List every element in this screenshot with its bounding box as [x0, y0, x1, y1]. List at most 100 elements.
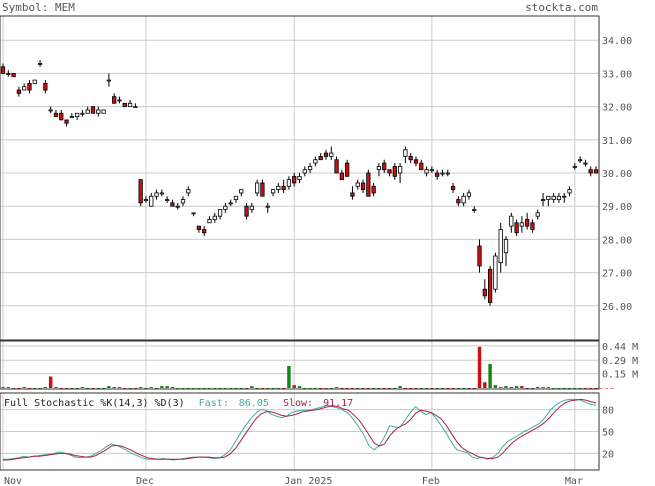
volume-bar	[266, 388, 270, 389]
candle	[286, 176, 292, 190]
x-tick-label: Dec	[136, 476, 154, 486]
candle	[313, 156, 318, 167]
candle	[482, 279, 487, 300]
volume-bar	[54, 387, 58, 388]
candle-body	[138, 179, 143, 204]
candle-body	[562, 195, 567, 198]
volume-bar	[33, 388, 37, 389]
candle-body	[191, 212, 196, 215]
candle	[143, 196, 149, 203]
candle-body	[175, 205, 180, 208]
volume-bar	[398, 386, 402, 388]
candle-body	[355, 182, 360, 187]
candle-body	[535, 212, 540, 217]
candle-body	[435, 172, 440, 177]
candle	[297, 173, 302, 183]
candle-body	[313, 159, 318, 164]
stochastic-panel-frame	[0, 392, 600, 471]
volume-bar	[64, 388, 69, 389]
candle	[408, 153, 413, 164]
volume-bar	[424, 388, 429, 389]
candle-body	[228, 202, 233, 205]
volume-bar	[472, 388, 476, 389]
volume-bar	[91, 388, 95, 389]
candle-body	[239, 189, 244, 194]
candle-body	[43, 82, 48, 91]
stochastic-line-fast	[3, 398, 597, 461]
candle-body	[292, 175, 297, 184]
candle	[530, 219, 535, 233]
volume-bar	[207, 388, 212, 389]
volume-bar	[329, 388, 333, 389]
candle	[276, 182, 281, 193]
stochastic-tick-label: 80	[602, 406, 614, 417]
candle-body	[22, 86, 27, 91]
volume-bar	[202, 388, 206, 389]
volume-bar	[530, 388, 535, 389]
volume-bar	[101, 388, 106, 389]
volume-bar	[11, 388, 16, 389]
price-tick-label: 31.00	[602, 136, 632, 147]
candle	[59, 109, 64, 121]
candle	[138, 179, 143, 207]
volume-bar	[228, 388, 233, 389]
volume-bar	[440, 388, 445, 389]
candle	[281, 179, 286, 193]
candle	[64, 119, 69, 127]
volume-tick-label: 0.44 M	[602, 342, 638, 353]
candle	[122, 102, 127, 108]
volume-bar	[244, 388, 249, 389]
candle-body	[233, 195, 239, 200]
candle	[207, 216, 212, 224]
price-tick-label: 32.00	[602, 103, 632, 114]
stochastic-tick-label: 20	[602, 449, 614, 460]
candle-body	[345, 162, 350, 177]
volume-bar	[594, 388, 598, 389]
volume-bar	[133, 388, 138, 389]
candle	[43, 80, 48, 94]
candle	[37, 60, 43, 67]
volume-bar	[387, 388, 392, 389]
candle-body	[286, 179, 292, 187]
candle	[270, 189, 276, 197]
volume-panel-frame	[0, 340, 600, 390]
candle-body	[387, 169, 392, 174]
candle-body	[334, 159, 339, 174]
candle-body	[419, 162, 424, 171]
candle-body	[350, 192, 355, 197]
volume-bar	[292, 385, 296, 388]
volume-bar	[456, 388, 461, 389]
volume-bar	[176, 388, 180, 389]
volume-bar	[514, 386, 519, 388]
volume-bar	[610, 388, 614, 389]
candle	[477, 239, 482, 273]
candle-body	[297, 175, 302, 181]
candle	[345, 159, 350, 177]
stochastic-title-text: Full Stochastic %K(14,3) %D(3)	[4, 398, 185, 409]
volume-bar	[38, 388, 42, 389]
price-tick-label: 27.00	[602, 269, 632, 280]
volume-bars	[1, 346, 614, 389]
candle	[572, 163, 577, 170]
candle	[217, 209, 223, 220]
volume-axis: 0.44 M 0.29 M 0.15 M	[602, 342, 638, 381]
candle-body	[482, 288, 487, 297]
candle-body	[80, 112, 85, 115]
candle-body	[37, 63, 43, 65]
volume-bar	[366, 388, 371, 389]
volume-bar	[154, 388, 159, 389]
candle	[371, 182, 376, 197]
candle	[260, 179, 265, 197]
candle-body	[217, 209, 223, 217]
volume-bar	[599, 388, 604, 389]
candle-body	[392, 165, 397, 177]
volume-bar	[160, 386, 164, 388]
candle	[127, 99, 133, 108]
candle-body	[212, 215, 217, 220]
candle	[106, 73, 112, 87]
volume-grid	[0, 341, 599, 389]
candle-body	[270, 189, 276, 194]
candle	[149, 192, 154, 207]
volume-bar	[313, 388, 318, 389]
